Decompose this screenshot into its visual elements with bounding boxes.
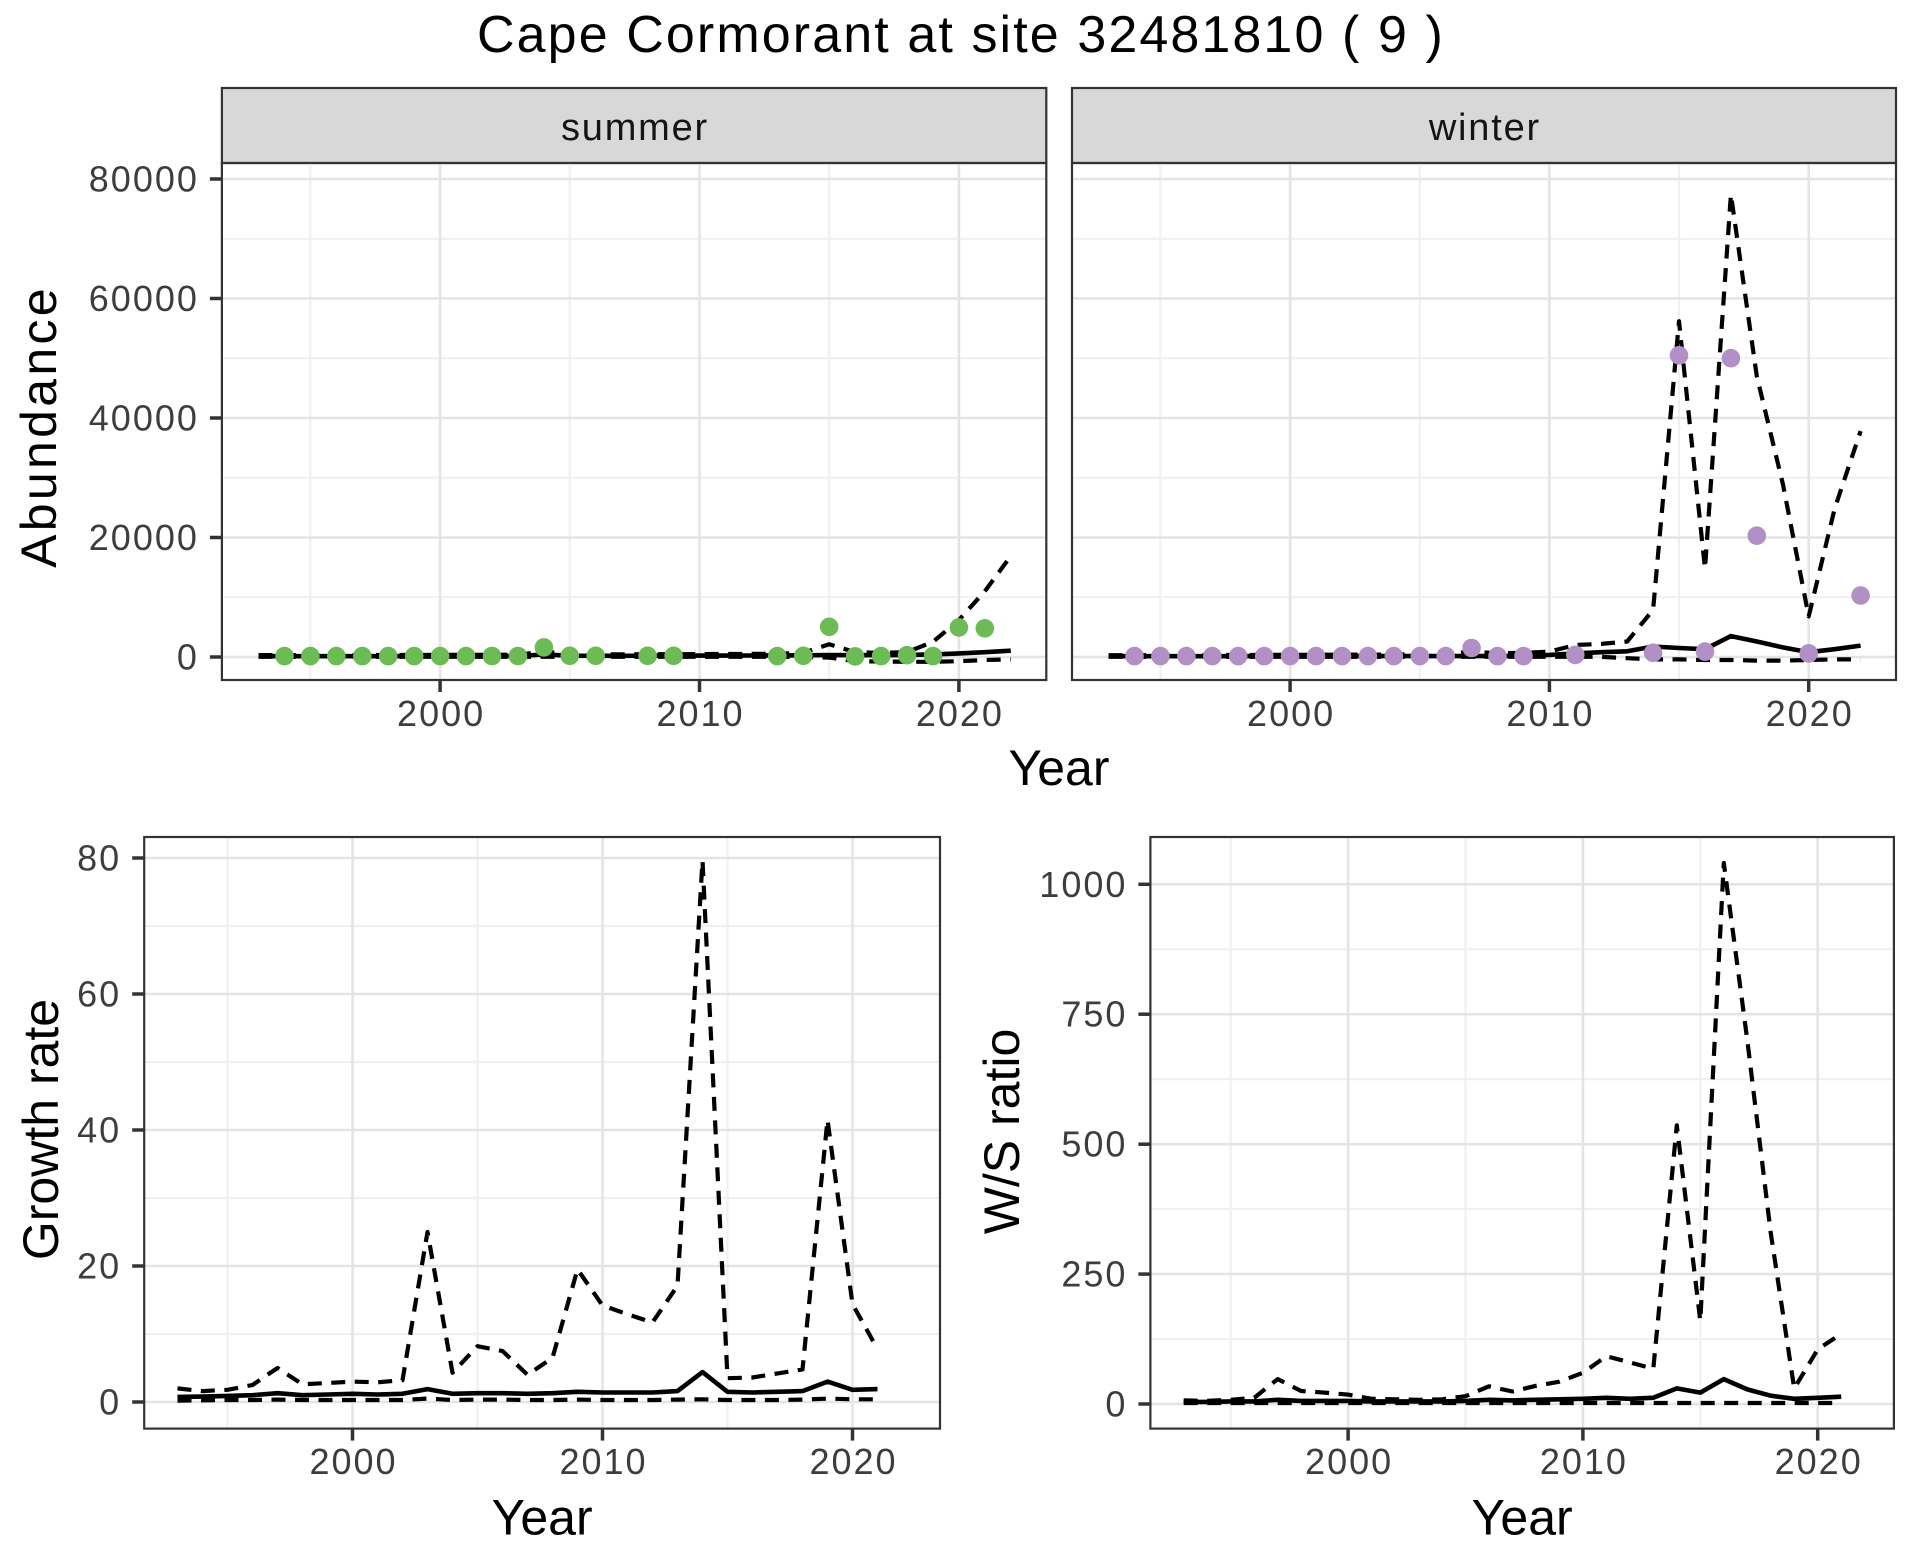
svg-text:2000: 2000 — [1305, 1441, 1393, 1482]
svg-text:60000: 60000 — [89, 278, 199, 319]
svg-text:40: 40 — [77, 1110, 121, 1151]
svg-text:80000: 80000 — [89, 159, 199, 200]
svg-text:750: 750 — [1061, 994, 1127, 1035]
svg-text:Growth rate: Growth rate — [13, 999, 69, 1260]
svg-text:summer: summer — [561, 107, 709, 149]
svg-text:2020: 2020 — [1766, 693, 1854, 734]
svg-text:0: 0 — [1105, 1384, 1127, 1425]
svg-text:2000: 2000 — [1247, 693, 1335, 734]
svg-text:2000: 2000 — [397, 693, 485, 734]
svg-text:80: 80 — [77, 838, 121, 879]
svg-text:0: 0 — [99, 1382, 121, 1423]
svg-text:W/S ratio: W/S ratio — [974, 1029, 1030, 1235]
svg-text:20000: 20000 — [89, 517, 199, 558]
svg-text:Year: Year — [492, 1490, 593, 1546]
svg-text:2010: 2010 — [1506, 693, 1594, 734]
svg-text:2020: 2020 — [809, 1441, 897, 1482]
svg-text:2000: 2000 — [309, 1441, 397, 1482]
svg-text:2010: 2010 — [559, 1441, 647, 1482]
svg-text:2010: 2010 — [656, 693, 744, 734]
svg-text:0: 0 — [177, 637, 199, 678]
svg-text:Year: Year — [1472, 1490, 1573, 1546]
svg-text:20: 20 — [77, 1246, 121, 1287]
svg-text:1000: 1000 — [1039, 864, 1127, 905]
svg-text:2010: 2010 — [1540, 1441, 1628, 1482]
svg-text:2020: 2020 — [916, 693, 1004, 734]
svg-text:Year: Year — [1008, 740, 1109, 796]
svg-text:Cape Cormorant at site 3248181: Cape Cormorant at site 32481810 ( 9 ) — [477, 6, 1445, 64]
svg-text:Abundance: Abundance — [11, 285, 67, 568]
svg-text:2020: 2020 — [1775, 1441, 1863, 1482]
svg-text:40000: 40000 — [89, 398, 199, 439]
svg-text:500: 500 — [1061, 1124, 1127, 1165]
svg-text:winter: winter — [1428, 107, 1541, 149]
svg-text:250: 250 — [1061, 1254, 1127, 1295]
svg-text:60: 60 — [77, 974, 121, 1015]
